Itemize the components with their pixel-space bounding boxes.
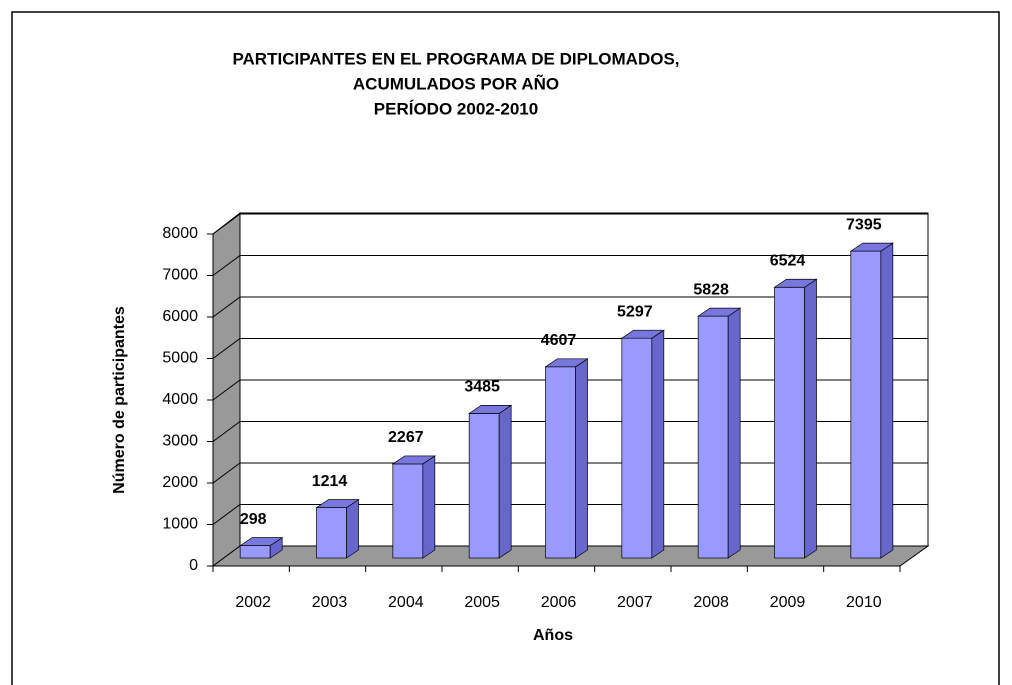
bar (239, 545, 271, 559)
value-label: 1214 (312, 473, 348, 490)
chart-title: PERÍODO 2002-2010 (374, 99, 538, 118)
x-axis-label: Años (533, 627, 573, 644)
bar-side (880, 242, 894, 559)
bar-side (346, 498, 359, 559)
x-tick-label: 2005 (464, 594, 500, 611)
bar-top (391, 455, 436, 465)
y-tick-label: 2000 (162, 474, 198, 491)
x-tick-label: 2008 (693, 594, 729, 611)
bar (468, 413, 500, 559)
y-tick-label: 0 (189, 557, 198, 574)
bar (621, 337, 653, 559)
grid-line (212, 296, 928, 318)
bar-top (773, 278, 818, 288)
bar-side (651, 329, 665, 559)
bar-side (498, 404, 512, 559)
y-tick-label: 4000 (162, 391, 198, 408)
y-axis-label: Número de participantes (111, 306, 128, 494)
value-label: 5828 (693, 281, 729, 298)
grid-line (212, 213, 928, 235)
bar-side (727, 307, 741, 559)
x-tick-label: 2007 (617, 594, 653, 611)
x-tick-label: 2004 (388, 594, 424, 611)
grid-line (212, 255, 928, 276)
y-tick-label: 8000 (162, 225, 198, 242)
value-label: 3485 (464, 379, 500, 396)
bar-top (544, 358, 589, 368)
y-tick-label: 5000 (162, 350, 198, 367)
x-tick-label: 2006 (541, 594, 577, 611)
bar (850, 250, 882, 559)
bar (316, 507, 347, 559)
bar (392, 463, 424, 559)
x-tick-label: 2003 (312, 594, 348, 611)
x-tick-label: 2009 (770, 594, 806, 611)
bar-top (239, 537, 284, 546)
bar-top (620, 329, 665, 339)
value-label: 4607 (541, 332, 577, 349)
value-label: 7395 (846, 216, 882, 233)
x-tick-label: 2010 (846, 594, 882, 611)
bar-side (575, 358, 588, 559)
bar-top (468, 405, 513, 414)
y-tick-label: 1000 (162, 516, 198, 533)
bar-top (849, 242, 894, 252)
y-tick-label: 7000 (162, 267, 198, 284)
bar (774, 286, 805, 559)
value-label: 6524 (770, 252, 806, 269)
bar-side (804, 278, 817, 559)
bar-side (422, 455, 436, 559)
value-label: 5297 (617, 303, 653, 320)
bar-top (315, 499, 360, 508)
x-tick-label: 2002 (235, 594, 271, 611)
value-label: 2267 (388, 429, 424, 446)
bar-top (697, 307, 742, 317)
chart-title: ACUMULADOS POR AÑO (353, 73, 559, 93)
y-tick-label: 6000 (162, 308, 198, 325)
y-tick-label: 3000 (162, 433, 198, 450)
bar (545, 366, 576, 559)
chart-title: PARTICIPANTES EN EL PROGRAMA DE DIPLOMAD… (232, 49, 679, 68)
value-label: 298 (240, 511, 267, 528)
bar (697, 315, 729, 559)
